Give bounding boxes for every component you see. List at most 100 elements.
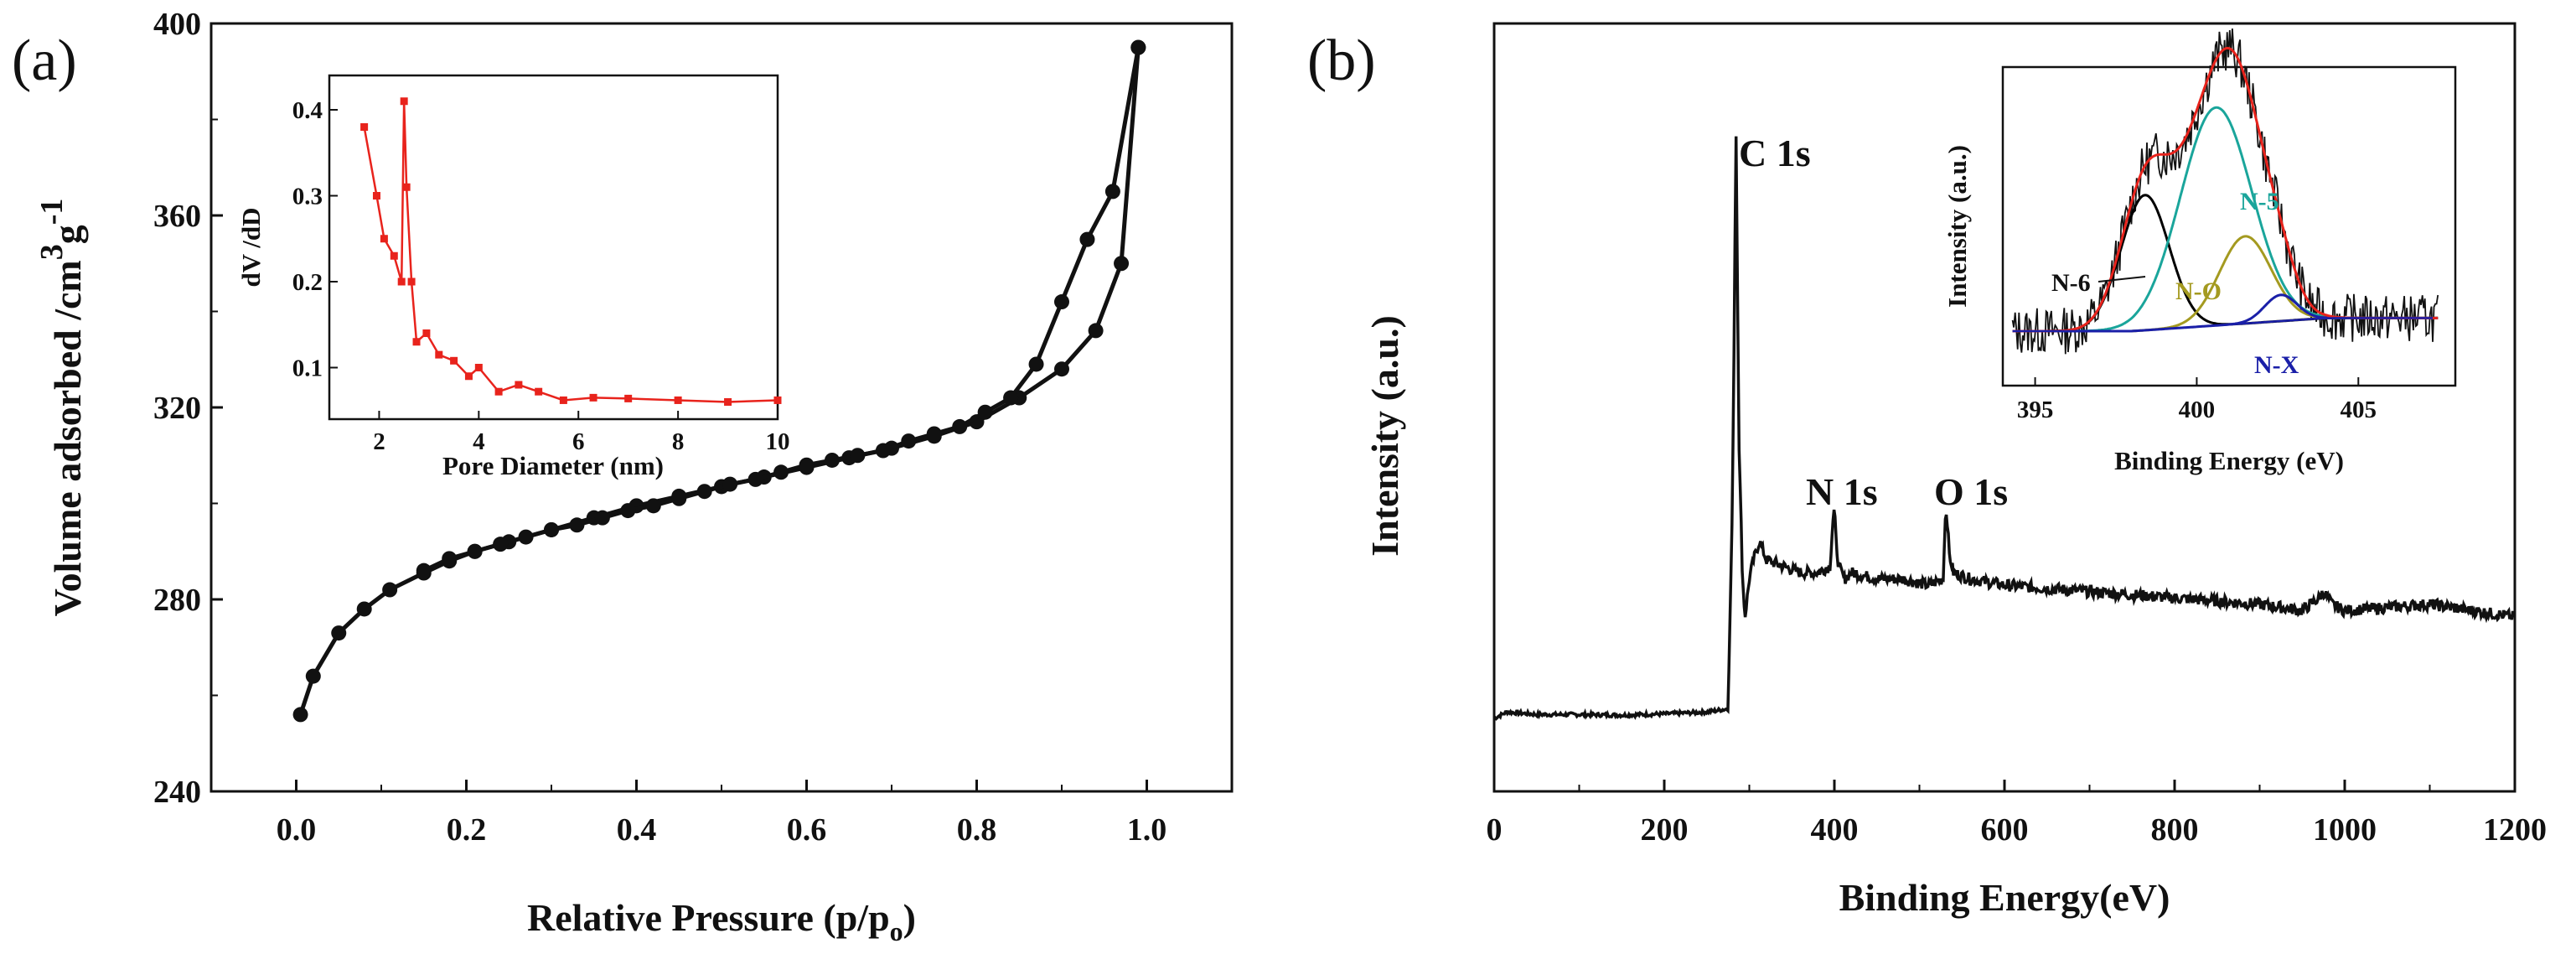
data-point-desorption — [1003, 390, 1019, 406]
inset-x-tick-label: 6 — [572, 428, 585, 455]
panel-b-series — [1492, 136, 2516, 721]
inset-x-tick-label: 4 — [473, 428, 485, 455]
data-point-desorption — [875, 443, 891, 459]
data-point-desorption — [442, 551, 458, 567]
data-point-adsorption — [356, 601, 372, 617]
panel-b: (b) 0 200 400 600 800 1000 1200 Binding Energy… — [1307, 22, 2547, 919]
peak-label-o1s: O 1s — [1934, 470, 2008, 513]
data-point-adsorption — [331, 625, 347, 641]
inset-data-point — [515, 381, 523, 389]
data-point-desorption — [467, 543, 483, 559]
panel-a-xlabel-main: Relative Pressure (p/p — [527, 896, 890, 939]
panel-b-inset-xlabel: Binding Energy (eV) — [2114, 446, 2344, 475]
inset-x-tick-label: 400 — [2179, 397, 2216, 423]
panel-a-xlabel-sub: o — [890, 916, 903, 946]
data-point-desorption — [569, 517, 585, 533]
inset-data-point — [535, 387, 543, 396]
inset-data-point — [773, 396, 782, 404]
inset-y-tick-label: 0.3 — [292, 184, 323, 210]
x-tick-label: 600 — [1981, 812, 2029, 848]
panel-b-inset-series — [2011, 28, 2439, 355]
inset-data-point — [422, 329, 431, 337]
data-point-desorption — [824, 452, 840, 468]
data-point-desorption — [594, 510, 610, 526]
data-point-desorption — [977, 404, 993, 420]
inset-y-tick-label: 0.4 — [292, 97, 323, 124]
inset-data-point — [450, 356, 458, 365]
inset-data-point — [412, 338, 421, 346]
data-point-desorption — [722, 476, 738, 492]
panel-b-inset: 395 400 405 Binding Energy (eV) Intensity … — [1942, 28, 2457, 475]
y-tick-label: 360 — [153, 199, 201, 234]
panel-b-ylabel: Intensity (a.u.) — [1363, 315, 1406, 557]
survey-spectrum-line — [1492, 136, 2516, 721]
inset-data-point — [474, 364, 483, 371]
data-point-desorption — [696, 484, 712, 500]
inset-data-point — [360, 123, 369, 131]
panel-a-inset-ticks: 2 4 6 8 10 0.1 0.2 0.3 0.4 — [292, 97, 790, 455]
x-tick-label: 0 — [1487, 812, 1503, 848]
panel-a-inset-series — [360, 97, 782, 406]
inset-data-point — [589, 393, 597, 402]
inset-x-tick-label: 8 — [672, 428, 685, 455]
panel-a-inset-frame — [328, 74, 779, 421]
inset-data-point — [464, 372, 473, 381]
component-label-no: N-O — [2175, 277, 2222, 305]
data-point-adsorption — [1088, 323, 1104, 339]
inset-data-point — [380, 235, 388, 243]
inset-data-point — [400, 97, 408, 106]
x-tick-label: 1.0 — [1127, 812, 1167, 848]
inset-y-tick-label: 0.1 — [292, 355, 323, 382]
inset-data-point — [397, 277, 406, 286]
inset-data-point — [674, 396, 682, 404]
x-tick-label: 0.2 — [447, 812, 487, 848]
data-point-desorption — [645, 498, 661, 514]
inset-data-point — [390, 251, 398, 260]
y-tick-label: 320 — [153, 391, 201, 426]
panel-b-xlabel: Binding Energy(eV) — [1839, 876, 2170, 919]
inset-data-point — [724, 398, 732, 406]
panel-a-tag: (a) — [12, 29, 77, 93]
data-point-adsorption — [1054, 361, 1069, 377]
component-label-n5: N-5 — [2240, 188, 2279, 215]
panel-a-inset-ylabel: dV /dD — [236, 207, 266, 287]
data-point-desorption — [799, 457, 815, 473]
n6-leader-line — [2098, 276, 2146, 283]
peak-label-c1s: C 1s — [1739, 132, 1811, 174]
panel-a-ylabel-sup1: 3 — [34, 244, 70, 260]
x-tick-label: 200 — [1641, 812, 1689, 848]
panel-b-tag: (b) — [1307, 29, 1376, 93]
data-point-desorption — [1104, 184, 1120, 200]
inset-data-point — [407, 277, 416, 286]
panel-a-ticks: 0.0 0.2 0.4 0.6 0.8 1.0 240 280 320 360 400 — [153, 7, 1233, 848]
panel-b-ticks: 0 200 400 600 800 1000 1200 — [1487, 780, 2547, 848]
component-label-nx: N-X — [2254, 351, 2299, 379]
data-point-desorption — [1130, 39, 1146, 55]
x-tick-label: 0.8 — [957, 812, 997, 848]
data-point-adsorption — [292, 707, 308, 723]
data-point-desorption — [671, 490, 687, 506]
data-point-desorption — [926, 426, 942, 442]
inset-baseline — [2012, 317, 2433, 333]
data-point-desorption — [544, 521, 559, 537]
panel-a-xlabel: Relative Pressure (p/po) — [527, 896, 916, 946]
y-tick-label: 280 — [153, 583, 201, 618]
data-point-desorption — [620, 503, 636, 519]
panel-a-series — [292, 39, 1146, 723]
data-point-desorption — [518, 529, 534, 545]
peak-label-n1s: N 1s — [1806, 470, 1878, 513]
data-point-desorption — [416, 563, 432, 578]
inset-data-point — [494, 387, 503, 396]
panel-a-ylabel-main: Volume adsorbed /cm — [46, 260, 89, 616]
panel-a-ylabel: Volume adsorbed /cm3g-1 — [34, 199, 89, 617]
data-point-adsorption — [1114, 256, 1130, 272]
y-tick-label: 400 — [153, 7, 201, 42]
x-tick-label: 0.0 — [277, 812, 317, 848]
x-tick-label: 1200 — [2483, 812, 2547, 848]
panel-a-inset: 2 4 6 8 10 0.1 0.2 0.3 0.4 Pore Diameter (nm) dV… — [236, 74, 790, 480]
inset-x-tick-label: 395 — [2017, 397, 2054, 423]
x-tick-label: 800 — [2151, 812, 2199, 848]
inset-data-point — [435, 350, 443, 359]
panel-a-xlabel-close: ) — [903, 896, 916, 939]
